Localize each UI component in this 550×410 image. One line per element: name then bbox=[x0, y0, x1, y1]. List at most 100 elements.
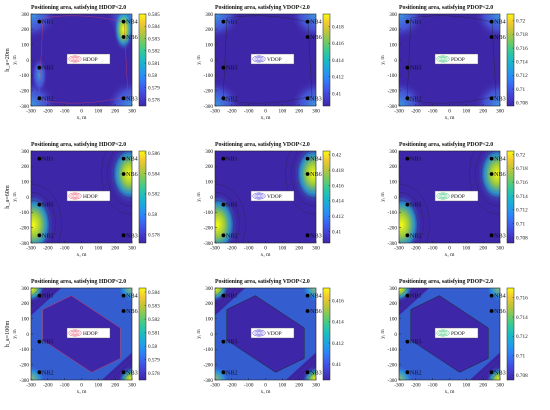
y-tick-label: -200 bbox=[19, 88, 29, 94]
x-tick-label: -200 bbox=[227, 383, 237, 389]
colorbar-tick-label: 0.584 bbox=[148, 171, 160, 177]
node-marker bbox=[221, 233, 226, 238]
node-marker bbox=[489, 233, 494, 238]
y-tick-label: 300 bbox=[389, 286, 397, 292]
x-axis-label: x, m bbox=[261, 252, 272, 258]
panel-title: Positioning area, satisfying VDOP<2.0 bbox=[215, 142, 310, 148]
y-tick-label: -100 bbox=[203, 210, 213, 216]
y-axis-label: y, m bbox=[380, 55, 386, 65]
y-tick-label: -200 bbox=[387, 362, 397, 368]
y-tick-label: 300 bbox=[21, 12, 29, 18]
colorbar-tick-label: 0.416 bbox=[332, 183, 344, 189]
colorbar bbox=[506, 150, 515, 244]
y-tick-label: -300 bbox=[203, 104, 213, 110]
node-marker bbox=[221, 156, 226, 161]
node-marker bbox=[405, 339, 410, 344]
panel-pdop-2: Positioning area, satisfying PDOP<2.0 -30… bbox=[380, 279, 528, 395]
node-marker bbox=[489, 172, 494, 176]
x-tick-label: 100 bbox=[278, 383, 286, 389]
node-marker bbox=[221, 370, 226, 375]
x-tick-label: -100 bbox=[244, 383, 254, 389]
node-label: NB4 bbox=[494, 293, 506, 300]
y-tick-label: -200 bbox=[203, 88, 213, 94]
node-label: NB1 bbox=[42, 156, 54, 163]
heatmap-field bbox=[215, 151, 316, 243]
panel-pdop-0: Positioning area, satisfying PDOP<2.0 -30… bbox=[380, 5, 528, 121]
colorbar-tick-label: 0.71 bbox=[516, 354, 525, 360]
legend: VDOP bbox=[250, 190, 295, 202]
node-marker bbox=[305, 370, 310, 375]
node-label: NB4 bbox=[126, 19, 138, 26]
x-tick-label: 100 bbox=[278, 246, 286, 252]
colorbar-tick-label: 0.583 bbox=[148, 36, 160, 42]
node-label: NB3 bbox=[494, 95, 506, 102]
colorbar-tick-label: 0.578 bbox=[148, 98, 160, 104]
node-label: NB6 bbox=[494, 34, 506, 41]
y-tick-label: 300 bbox=[389, 12, 397, 18]
y-tick-label: -200 bbox=[19, 362, 29, 368]
colorbar-tick-label: 0.72 bbox=[516, 152, 525, 158]
x-tick-label: 200 bbox=[295, 109, 303, 115]
y-tick-label: -200 bbox=[387, 225, 397, 231]
node-label: NB6 bbox=[494, 308, 506, 315]
colorbar-tick-label: 0.414 bbox=[332, 58, 344, 64]
y-tick-label: 100 bbox=[389, 42, 397, 48]
x-tick-label: -100 bbox=[244, 246, 254, 252]
node-marker bbox=[305, 309, 310, 313]
y-axis-label: y, m bbox=[380, 192, 386, 202]
x-tick-label: 100 bbox=[462, 109, 470, 115]
x-tick-label: 300 bbox=[128, 383, 136, 389]
node-label: NB1 bbox=[42, 19, 54, 26]
y-tick-label: 300 bbox=[389, 149, 397, 155]
node-marker bbox=[121, 309, 126, 313]
colorbar bbox=[322, 150, 331, 244]
node-marker bbox=[121, 233, 126, 238]
y-tick-label: -200 bbox=[203, 225, 213, 231]
node-marker bbox=[489, 293, 494, 298]
node-label: NB3 bbox=[494, 369, 506, 376]
colorbar-tick-label: 0.581 bbox=[148, 330, 160, 336]
x-tick-label: -300 bbox=[394, 109, 404, 115]
colorbar-tick-label: 0.581 bbox=[148, 61, 160, 67]
y-tick-label: 200 bbox=[205, 301, 213, 307]
y-tick-label: -100 bbox=[19, 210, 29, 216]
x-tick-label: -100 bbox=[428, 383, 438, 389]
y-tick-label: 0 bbox=[26, 195, 29, 201]
heatmap-field bbox=[31, 14, 132, 106]
y-tick-label: 0 bbox=[394, 195, 397, 201]
node-label: NB2 bbox=[226, 369, 238, 376]
colorbar-tick-label: 0.718 bbox=[516, 32, 528, 38]
node-label: NB1 bbox=[226, 293, 238, 300]
x-tick-label: 0 bbox=[264, 109, 267, 115]
panel-hdop-1: Positioning area, satisfying HDOP<2.0 -30… bbox=[12, 142, 160, 258]
y-tick-label: 100 bbox=[389, 179, 397, 185]
panel-title: Positioning area, satisfying PDOP<2.0 bbox=[399, 142, 493, 148]
node-label: NB1 bbox=[410, 156, 422, 163]
node-label: NB5 bbox=[226, 65, 238, 72]
x-tick-label: 300 bbox=[312, 109, 320, 115]
y-axis-label: y, m bbox=[196, 329, 202, 339]
x-axis-label: x, m bbox=[445, 115, 456, 121]
node-marker bbox=[405, 370, 410, 375]
node-marker bbox=[305, 293, 310, 298]
legend: VDOP bbox=[250, 53, 295, 65]
node-marker bbox=[405, 65, 410, 70]
colorbar-tick-label: 0.582 bbox=[148, 317, 160, 323]
heatmap-field bbox=[399, 151, 500, 243]
y-tick-label: -200 bbox=[203, 362, 213, 368]
colorbar bbox=[506, 13, 515, 107]
row-label-1: h_a=60m bbox=[4, 185, 11, 209]
x-tick-label: -300 bbox=[26, 246, 36, 252]
legend: PDOP bbox=[434, 327, 479, 339]
panel-vdop-0: Positioning area, satisfying VDOP<2.0 -30… bbox=[196, 5, 344, 121]
x-tick-label: 0 bbox=[80, 246, 83, 252]
colorbar-tick-label: 0.714 bbox=[516, 194, 528, 200]
node-marker bbox=[121, 19, 126, 24]
x-tick-label: -200 bbox=[411, 383, 421, 389]
y-tick-label: 200 bbox=[21, 27, 29, 33]
panel-title: Positioning area, satisfying HDOP<2.0 bbox=[31, 142, 126, 148]
node-marker bbox=[121, 96, 126, 101]
colorbar-tick-label: 0.578 bbox=[148, 233, 160, 239]
panel-title: Positioning area, satisfying HDOP<2.0 bbox=[31, 5, 126, 11]
panel-pdop-1: Positioning area, satisfying PDOP<2.0 -30… bbox=[380, 142, 528, 258]
